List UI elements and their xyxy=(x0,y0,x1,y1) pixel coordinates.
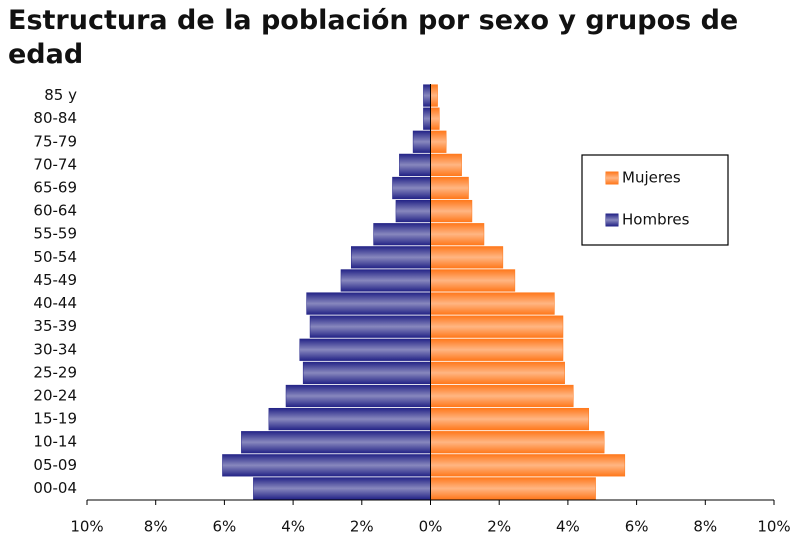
x-tick-label: 0% xyxy=(419,518,443,536)
bar xyxy=(430,477,596,500)
bar xyxy=(268,407,431,431)
y-tick-label: 00-04 xyxy=(33,479,77,497)
bar xyxy=(309,315,431,338)
bar xyxy=(412,130,432,153)
bar xyxy=(430,130,447,153)
bar xyxy=(222,454,431,477)
bar xyxy=(430,176,469,200)
y-tick-label: 45-49 xyxy=(33,271,77,289)
bar xyxy=(392,176,431,200)
bar xyxy=(430,384,574,408)
bar xyxy=(430,153,462,177)
x-tick-label: 6% xyxy=(213,518,237,536)
bar xyxy=(399,153,431,177)
bar xyxy=(423,107,432,130)
bar xyxy=(430,269,516,292)
x-tick-label: 8% xyxy=(144,518,168,536)
bar xyxy=(430,199,473,223)
bar xyxy=(302,361,431,385)
x-tick-label: 10% xyxy=(757,518,790,536)
bar xyxy=(430,407,590,431)
chart-title: Estructura de la población por sexo y gr… xyxy=(8,5,739,70)
y-tick-label: 30-34 xyxy=(33,340,77,358)
bar xyxy=(306,292,431,315)
bar xyxy=(423,84,432,107)
y-tick-label: 80-84 xyxy=(33,109,77,127)
bar xyxy=(299,338,431,361)
x-tick-label: 4% xyxy=(281,518,305,536)
bar xyxy=(430,338,564,361)
y-tick-label: 25-29 xyxy=(33,363,77,381)
bar xyxy=(430,223,485,246)
bar xyxy=(430,107,440,130)
bar xyxy=(430,84,438,107)
bar xyxy=(430,246,504,269)
x-tick-label: 2% xyxy=(350,518,374,536)
legend-label: Mujeres xyxy=(622,169,681,187)
y-tick-label: 20-24 xyxy=(33,387,77,405)
y-tick-label: 70-74 xyxy=(33,155,77,173)
bar xyxy=(430,431,605,454)
bar xyxy=(373,223,432,246)
bar xyxy=(285,384,432,408)
legend-swatch-sheen xyxy=(606,214,618,226)
bar xyxy=(253,477,431,500)
y-tick-label: 55-59 xyxy=(33,225,77,243)
bar xyxy=(430,361,565,385)
bar xyxy=(430,454,626,477)
x-tick-label: 6% xyxy=(625,518,649,536)
bar xyxy=(395,199,431,223)
x-tick-label: 8% xyxy=(693,518,717,536)
y-tick-label: 65-69 xyxy=(33,179,77,197)
legend-swatch-sheen xyxy=(606,172,618,184)
legend-box xyxy=(581,154,729,246)
y-tick-label: 40-44 xyxy=(33,294,77,312)
y-tick-label: 50-54 xyxy=(33,248,77,266)
y-tick-label: 10-14 xyxy=(33,433,77,451)
legend-label: Hombres xyxy=(622,211,690,229)
y-tick-label: 15-19 xyxy=(33,410,77,428)
y-tick-label: 75-79 xyxy=(33,132,77,150)
y-tick-label: 85 y xyxy=(44,86,77,104)
bar xyxy=(241,431,431,454)
y-tick-label: 05-09 xyxy=(33,456,77,474)
y-tick-label: 60-64 xyxy=(33,202,77,220)
bar xyxy=(430,315,564,338)
x-tick-label: 4% xyxy=(556,518,580,536)
x-tick-label: 2% xyxy=(487,518,511,536)
x-tick-label: 10% xyxy=(70,518,103,536)
bar xyxy=(430,292,555,315)
bar xyxy=(350,246,431,269)
y-tick-label: 35-39 xyxy=(33,317,77,335)
bar xyxy=(340,269,431,292)
